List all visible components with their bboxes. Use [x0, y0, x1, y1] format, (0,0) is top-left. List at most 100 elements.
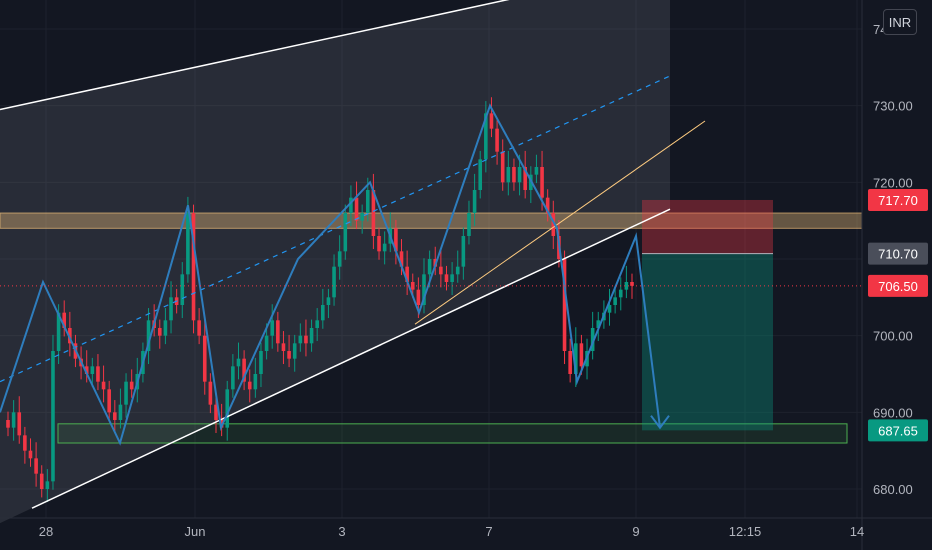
candle-body: [169, 297, 173, 321]
candle-body: [202, 335, 207, 382]
candle-body: [478, 159, 483, 190]
candle-body: [101, 381, 106, 390]
candle-body: [214, 404, 218, 420]
candle-body: [624, 282, 629, 290]
candle-body: [309, 328, 314, 344]
candle-body: [259, 351, 263, 374]
candle-body: [124, 381, 128, 405]
candle-body: [28, 450, 33, 459]
candle-body: [17, 412, 22, 436]
y-tick-label: 700.00: [873, 329, 913, 344]
candle-body: [512, 167, 516, 183]
drawings: [0, 0, 862, 509]
candle-body: [444, 274, 449, 282]
candle-body: [163, 320, 168, 336]
candle-body: [427, 259, 432, 275]
y-tick-label: 720.00: [873, 175, 913, 190]
candle-body: [517, 167, 522, 183]
channel-upper-line: [0, 0, 510, 111]
x-tick-label: 3: [338, 524, 345, 539]
candle-body: [579, 343, 584, 367]
candle-body: [551, 213, 556, 236]
candle-body: [467, 213, 471, 236]
candle-body: [354, 197, 359, 221]
candle-body: [455, 266, 460, 275]
candles: [6, 97, 634, 503]
candle-body: [360, 213, 364, 221]
candle-body: [416, 289, 421, 305]
y-tick-label: 730.00: [873, 99, 913, 114]
candle-body: [39, 473, 44, 489]
candle-body: [613, 297, 617, 305]
candle-body: [618, 289, 623, 298]
candle-body: [523, 167, 527, 190]
candle-body: [56, 312, 61, 351]
candle-body: [45, 481, 50, 489]
x-tick-label: Jun: [185, 524, 206, 539]
candle-body: [180, 274, 185, 305]
candle-body: [472, 190, 477, 213]
y-tick-label: 680.00: [873, 482, 913, 497]
x-tick-label: 28: [39, 524, 53, 539]
candle-body: [304, 335, 308, 344]
price-badge: [868, 274, 928, 297]
candle-body: [568, 351, 572, 374]
zigzag-pattern: [0, 103, 661, 446]
candle-body: [236, 358, 241, 367]
candle-body: [332, 266, 336, 298]
candle-body: [90, 366, 95, 374]
x-tick-label: 12:15: [729, 524, 762, 539]
candle-body: [129, 381, 134, 390]
candle-body: [394, 228, 398, 252]
candle-body: [292, 343, 297, 359]
candle-body: [197, 320, 201, 336]
candle-body: [450, 274, 454, 282]
candle-body: [326, 297, 331, 305]
candle-body: [242, 358, 246, 382]
candle-body: [146, 320, 151, 351]
candle-body: [208, 381, 213, 405]
candle-body: [371, 190, 376, 236]
price-badge: [868, 242, 928, 265]
candle-body: [84, 366, 89, 374]
candle-body: [573, 343, 578, 374]
candle-body: [253, 374, 258, 390]
candle-body: [405, 266, 409, 282]
candle-body: [596, 320, 601, 328]
candle-body: [607, 305, 612, 313]
currency-badge[interactable]: INR: [883, 9, 917, 35]
take-profit-zone: [642, 253, 773, 431]
candle-body: [365, 190, 370, 213]
candle-body: [422, 274, 426, 305]
candle-body: [11, 412, 16, 428]
x-tick-label: 14: [850, 524, 864, 539]
candle-body: [590, 328, 595, 351]
candle-body: [157, 328, 162, 336]
candle-body: [118, 404, 123, 420]
candle-body: [34, 458, 38, 474]
orange-trendline: [414, 120, 706, 325]
candle-body: [287, 351, 291, 359]
candle-body: [461, 236, 466, 267]
zones: [0, 0, 863, 524]
candle-body: [270, 320, 275, 336]
candle-body: [6, 420, 10, 428]
candle-body: [439, 266, 443, 275]
candle-body: [630, 282, 634, 286]
price-badge-label: 687.65: [878, 423, 918, 438]
candle-body: [247, 381, 252, 390]
candle-body: [562, 259, 567, 351]
candle-body: [264, 335, 269, 351]
candle-body: [107, 389, 111, 413]
candle-body: [484, 113, 488, 160]
price-badges: 717.70 710.70 706.50 687.65: [868, 188, 928, 442]
x-tick-label: 9: [632, 524, 639, 539]
channel-lower-line: [31, 208, 671, 509]
candle-body: [500, 151, 505, 183]
zigzag-arrowhead: [650, 415, 670, 430]
candle-body: [540, 167, 544, 198]
candle-body: [343, 213, 348, 252]
